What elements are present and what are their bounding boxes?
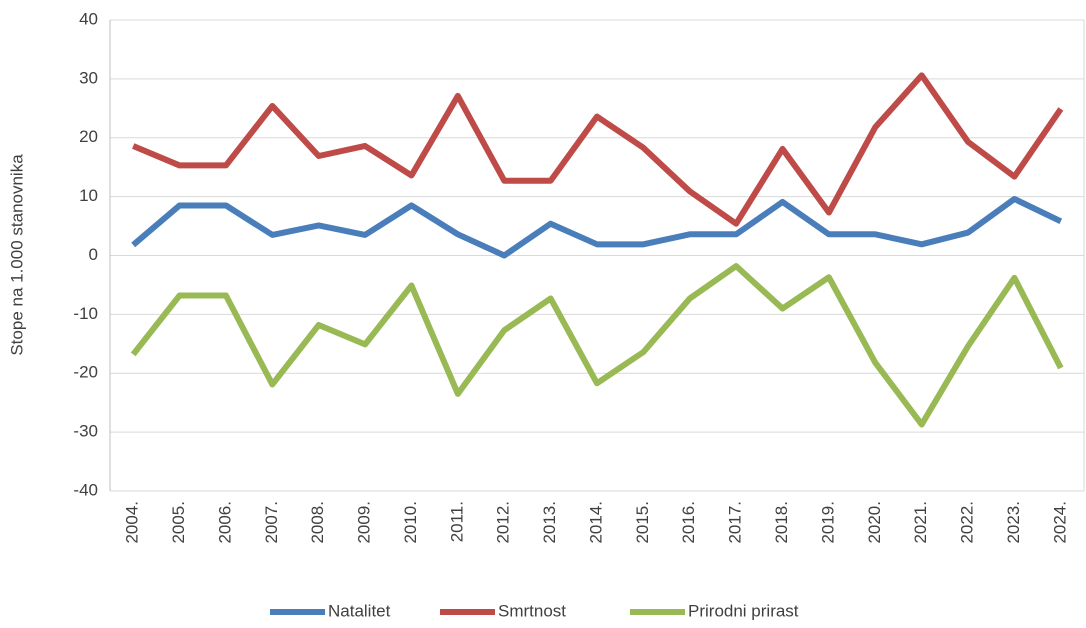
y-tick-label: -20	[73, 363, 98, 382]
data-line	[131, 195, 1063, 259]
y-tick-label: 30	[79, 68, 98, 87]
y-tick-label: -40	[73, 480, 98, 499]
x-tick-label: 2024.	[1050, 501, 1069, 544]
x-tick-label: 2014.	[586, 501, 605, 544]
x-tick-label: 2005.	[169, 501, 188, 544]
x-tick-label: 2012.	[494, 501, 513, 544]
x-tick-label: 2021.	[911, 501, 930, 544]
x-tick-label: 2011.	[447, 501, 466, 542]
x-tick-label: 2018.	[772, 501, 791, 544]
x-tick-label: 2023.	[1004, 501, 1023, 544]
x-tick-label: 2007.	[262, 501, 281, 544]
x-tick-label: 2006.	[215, 501, 234, 544]
y-tick-label: 10	[79, 186, 98, 205]
x-tick-label: 2010.	[401, 501, 420, 544]
y-tick-label: -30	[73, 422, 98, 441]
legend-label: Smrtnost	[498, 601, 566, 620]
y-tick-label: 0	[89, 245, 98, 264]
x-tick-label: 2022.	[958, 501, 977, 544]
x-tick-label: 2008.	[308, 501, 327, 544]
data-line	[132, 72, 1064, 227]
y-tick-label: -10	[73, 304, 98, 323]
x-tick-label: 2017.	[726, 501, 745, 544]
x-tick-label: 2015.	[633, 501, 652, 544]
x-tick-label: 2013.	[540, 501, 559, 544]
x-tick-label: 2020.	[865, 501, 884, 544]
y-axis-label: Stope na 1.000 stanovnika	[7, 154, 26, 356]
x-tick-label: 2019.	[818, 501, 837, 544]
y-tick-label: 40	[79, 9, 98, 28]
y-tick-label: 20	[79, 127, 98, 146]
x-tick-label: 2009.	[355, 501, 374, 544]
legend-label: Natalitet	[328, 601, 391, 620]
x-tick-label: 2004.	[123, 501, 142, 544]
data-line	[130, 263, 1064, 428]
x-tick-label: 2016.	[679, 501, 698, 544]
legend-label: Prirodni prirast	[688, 601, 799, 620]
